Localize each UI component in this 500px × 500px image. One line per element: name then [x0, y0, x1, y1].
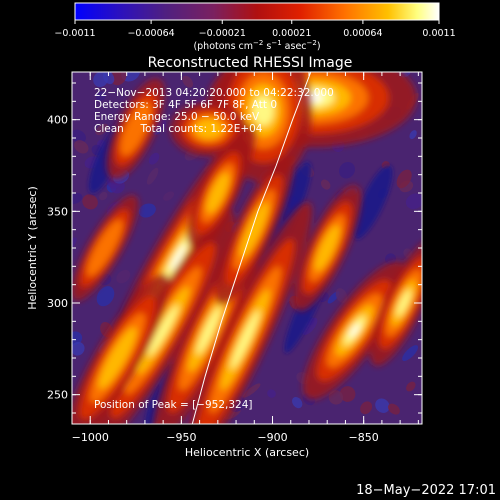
texture-blob — [267, 389, 276, 398]
dark-feature — [252, 162, 312, 279]
bright-feature — [147, 304, 179, 357]
texture-blob — [396, 169, 412, 189]
annotations: 22−Nov−2013 04:20:20.000 to 04:22:32.000… — [94, 87, 334, 411]
bright-feature — [86, 219, 123, 277]
texture-blob — [403, 248, 413, 258]
footer-timestamp: 18−May−2022 17:01 — [356, 483, 496, 498]
texture-blob — [148, 152, 160, 165]
annotation-detectors: Detectors: 3F 4F 5F 6F 7F 8F, Att 0 — [94, 99, 277, 111]
colorbar-tick-label: 0.00021 — [272, 28, 311, 39]
texture-blob — [163, 191, 175, 201]
colorbar-tick-label: 0.0011 — [422, 28, 455, 39]
annotation-time-range: 22−Nov−2013 04:20:20.000 to 04:22:32.000 — [94, 87, 334, 99]
x-tick-label: −900 — [257, 431, 287, 444]
texture-blob — [339, 386, 356, 402]
x-axis-label: Heliocentric X (arcsec) — [185, 446, 309, 459]
texture-blob — [375, 398, 390, 413]
texture-blob — [335, 288, 348, 304]
texture-blob — [138, 203, 156, 218]
x-tick-label: −1000 — [72, 431, 109, 444]
texture-blob — [116, 269, 131, 284]
texture-blob — [292, 396, 303, 409]
bright-feature — [252, 95, 274, 126]
annotation-energy-range: Energy Range: 25.0 − 50.0 keV — [94, 111, 260, 123]
texture-blob — [72, 129, 86, 143]
x-tick-label: −950 — [166, 431, 196, 444]
texture-blob — [302, 317, 318, 335]
bright-feature — [206, 172, 230, 214]
x-tick-label: −850 — [349, 431, 379, 444]
colorbar-unit-label: (photons cm−2 s−1 asec−2) — [193, 39, 320, 52]
colorbar-gradient — [74, 2, 440, 21]
annotation-peak-position: Position of Peak = [−952,324] — [94, 399, 253, 411]
texture-blob — [102, 72, 115, 85]
texture-blob — [360, 401, 373, 415]
bright-feature — [194, 118, 223, 139]
texture-blob — [402, 345, 419, 362]
colorbar: −0.0011 −0.00064 −0.00021 0.00021 0.00064 0.0… — [54, 2, 456, 52]
y-axis: 250 300 350 400 — [47, 82, 422, 414]
heatmap-image — [72, 72, 422, 424]
y-tick-label: 400 — [47, 114, 68, 127]
bright-feature — [98, 327, 137, 389]
y-tick-label: 350 — [47, 205, 68, 218]
texture-blob — [339, 161, 355, 179]
texture-blob — [96, 286, 115, 307]
annotation-clean-counts: Clean Total counts: 1.22E+04 — [94, 123, 263, 135]
chart-title: Reconstructed RHESSI Image — [148, 55, 353, 71]
y-tick-label: 250 — [47, 389, 68, 402]
texture-blob — [72, 192, 83, 205]
colorbar-tick-label: 0.00064 — [343, 28, 382, 39]
texture-blob — [387, 403, 400, 415]
bright-feature — [314, 224, 340, 272]
texture-blob — [99, 191, 108, 201]
solar-limb-curve — [191, 72, 312, 424]
texture-blob — [146, 167, 159, 185]
texture-blob — [82, 194, 98, 210]
colorbar-tick-label: −0.0011 — [54, 28, 95, 39]
y-axis-label: Heliocentric Y (arcsec) — [26, 186, 39, 310]
texture-blob — [72, 331, 83, 345]
bright-feature — [230, 310, 260, 369]
dark-feature — [353, 165, 393, 240]
colorbar-ticks: −0.0011 −0.00064 −0.00021 0.00021 0.00064 0.0… — [54, 20, 456, 39]
texture-blob — [242, 383, 261, 398]
texture-blob — [95, 123, 109, 136]
bright-feature — [169, 244, 186, 271]
colorbar-tick-label: −0.00021 — [199, 28, 246, 39]
texture-blob — [328, 390, 344, 405]
bright-feature — [349, 323, 360, 338]
texture-blob — [182, 75, 194, 88]
texture-blob — [72, 341, 85, 356]
texture-blob — [74, 140, 89, 154]
bright-feature — [396, 289, 411, 317]
y-tick-label: 300 — [47, 297, 68, 310]
bright-feature — [120, 101, 152, 156]
texture-blob — [406, 381, 416, 392]
texture-blob — [409, 130, 417, 140]
texture-blob — [405, 193, 422, 210]
texture-blob — [320, 179, 331, 190]
bright-feature — [196, 306, 221, 355]
x-axis: −1000 −950 −900 −850 — [71, 72, 419, 444]
texture-blob — [384, 253, 397, 265]
texture-blob — [95, 91, 107, 101]
colorbar-tick-label: −0.00064 — [127, 28, 174, 39]
